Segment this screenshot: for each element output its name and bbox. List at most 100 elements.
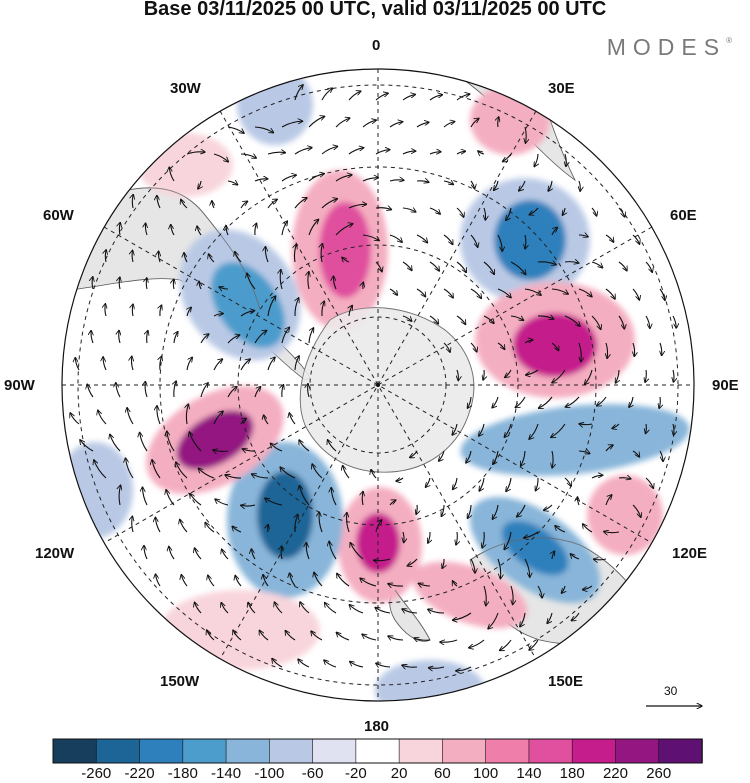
- wind-vector: [429, 315, 438, 324]
- wind-vector: [140, 432, 148, 452]
- lon-label-30w: 30W: [170, 80, 201, 97]
- wind-vector: [116, 383, 121, 398]
- colorbar-cell: [312, 738, 357, 764]
- wind-vector: [240, 154, 256, 158]
- wind-vector: [659, 396, 660, 408]
- colorbar-cell: [182, 738, 227, 764]
- wind-vector: [225, 475, 242, 478]
- wind-vector: [504, 423, 512, 437]
- wind-vector: [166, 490, 175, 506]
- wind-vector: [209, 254, 215, 263]
- wind-vector: [295, 298, 299, 317]
- wind-vector: [321, 199, 338, 209]
- wind-vector: [105, 250, 106, 263]
- wind-vector: [645, 315, 650, 329]
- wind-vector: [618, 261, 627, 271]
- wind-vector: [510, 261, 526, 275]
- wind-vector: [484, 585, 486, 606]
- wind-vector: [325, 603, 337, 614]
- wind-vector: [520, 612, 526, 627]
- colorbar-tick-label: -100: [254, 765, 285, 782]
- wind-vector: [226, 225, 228, 236]
- wind-vector: [479, 423, 485, 436]
- wind-vector: [456, 666, 472, 671]
- colorbar-tick-label: 220: [602, 765, 628, 782]
- wind-vector: [156, 574, 161, 587]
- wind-vector: [407, 558, 418, 566]
- wind-vector: [374, 559, 391, 561]
- wind-vector: [646, 423, 647, 434]
- colorbar-cell: [571, 738, 617, 764]
- wind-vector: [263, 574, 269, 587]
- wind-vector: [629, 396, 633, 407]
- colorbar-tick-label: 100: [473, 765, 499, 782]
- wind-vector: [227, 335, 240, 344]
- wind-vector: [215, 499, 229, 506]
- wind-vector: [233, 630, 242, 641]
- wind-vector: [173, 279, 174, 290]
- wind-vector: [242, 449, 256, 451]
- wind-vector: [493, 450, 499, 464]
- wind-vector: [240, 311, 255, 317]
- wind-vector: [281, 121, 303, 128]
- wind-vector: [511, 585, 513, 605]
- wind-vector: [604, 532, 620, 533]
- wind-vector: [294, 148, 312, 155]
- wind-vector: [551, 423, 566, 438]
- wind-vector: [186, 152, 205, 154]
- wind-vector: [270, 443, 283, 452]
- wind-vector: [208, 575, 215, 587]
- colorbar-cell: [528, 738, 574, 764]
- wind-vector: [221, 602, 229, 614]
- wind-vector: [349, 605, 364, 614]
- wind-vector: [612, 423, 620, 429]
- wind-vector: [442, 558, 444, 569]
- wind-vector: [467, 396, 471, 408]
- wind-vector: [524, 340, 533, 344]
- wind-vector: [167, 431, 175, 452]
- wind-vector: [428, 667, 445, 668]
- wind-vector: [227, 181, 238, 185]
- wind-vector: [267, 357, 275, 371]
- wind-vector: [402, 94, 416, 101]
- wind-vector: [294, 85, 303, 101]
- wind-vector: [552, 450, 553, 468]
- wind-vector: [605, 288, 615, 299]
- wind-vector: [145, 381, 147, 398]
- lon-label-180: 180: [364, 718, 390, 735]
- negative-anomaly-south-atlantic-east-core: [494, 200, 566, 280]
- wind-vector: [593, 559, 607, 560]
- wind-vector: [517, 504, 526, 517]
- wind-vector: [579, 180, 580, 191]
- wind-vector: [389, 180, 404, 181]
- wind-vector: [349, 305, 352, 317]
- wind-vector: [362, 178, 379, 182]
- wind-vector: [110, 434, 121, 452]
- wind-vector: [456, 207, 464, 217]
- wind-vector: [632, 288, 639, 300]
- wind-vector: [375, 261, 382, 272]
- wind-vector: [537, 585, 542, 598]
- lon-label-60w: 60W: [43, 207, 74, 224]
- wind-vector: [319, 512, 323, 533]
- wind-vector: [425, 477, 430, 487]
- positive-anomaly-south-atlantic-west-core: [319, 202, 371, 298]
- wind-vector: [335, 118, 350, 128]
- wind-vector: [184, 253, 188, 263]
- wind-vector: [219, 287, 229, 289]
- wind-vector: [537, 262, 556, 265]
- wind-vector: [578, 235, 588, 237]
- wind-vector: [348, 91, 361, 101]
- wind-vector: [470, 118, 479, 128]
- brand-logo: MODES®: [607, 34, 732, 61]
- wind-vector: [200, 334, 209, 344]
- wind-vector: [429, 207, 440, 214]
- wind-vector: [268, 524, 269, 533]
- wind-vector: [190, 493, 202, 506]
- negative-anomaly-south-pacific-core: [257, 471, 313, 559]
- wind-vector: [350, 661, 364, 668]
- wind-vector: [497, 558, 501, 579]
- wind-vector: [402, 261, 412, 271]
- wind-vector: [483, 369, 484, 380]
